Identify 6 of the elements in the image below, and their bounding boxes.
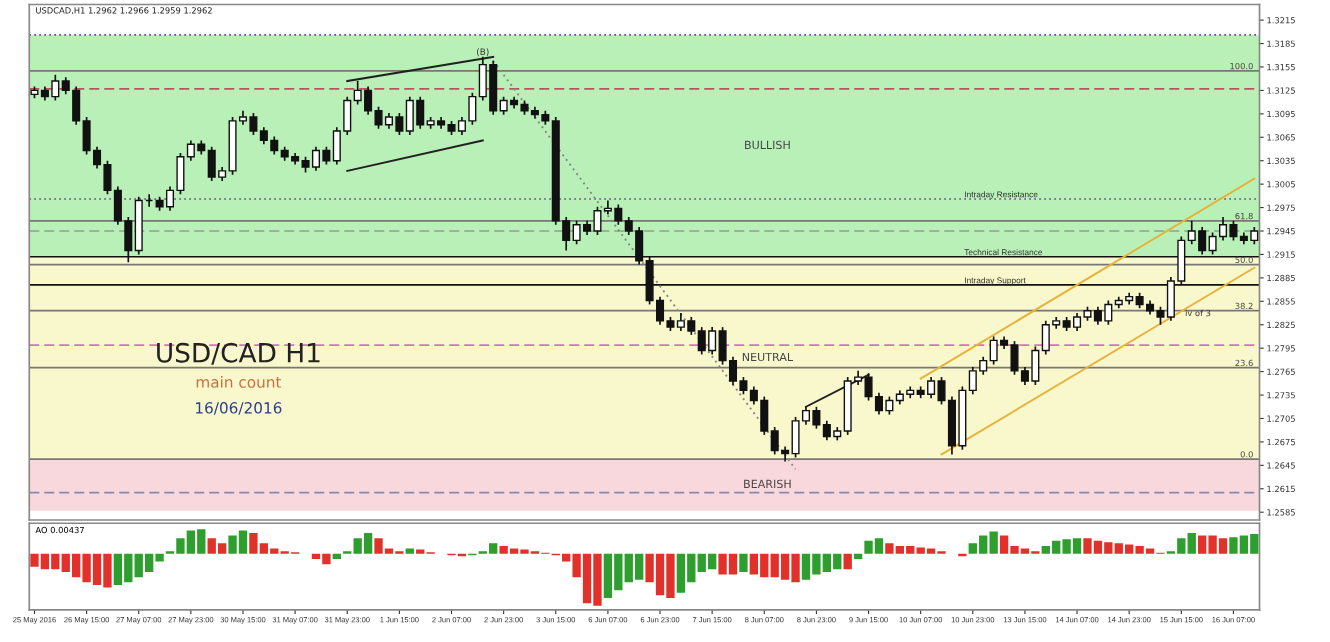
text: USD/CAD H1 [157,342,320,365]
bar [853,553,863,559]
bar [405,548,414,554]
bar [332,553,341,559]
bar [843,553,852,570]
bar [739,553,748,572]
